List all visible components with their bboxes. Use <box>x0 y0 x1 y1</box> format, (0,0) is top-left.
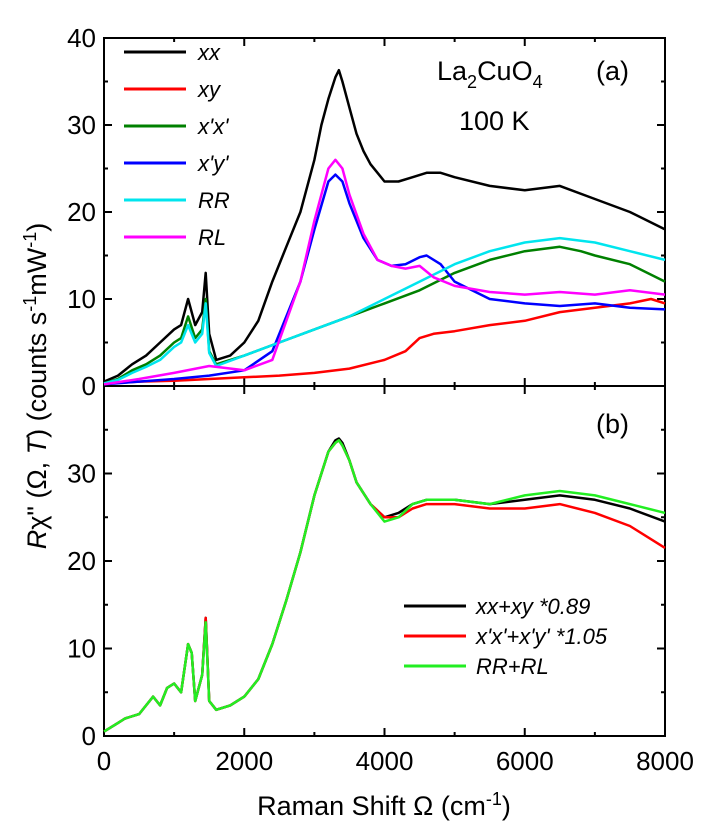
legend-label: x'x'+x'y' *1.05 <box>475 624 608 649</box>
legend-label: x'x' <box>197 114 229 139</box>
panel-a-frame <box>103 37 666 387</box>
legend-label: RR <box>198 188 230 213</box>
series-line-rr-rl <box>103 439 666 733</box>
legend-label: x'y' <box>197 151 229 176</box>
panel-a-label: (a) <box>596 56 629 86</box>
x-tick-label: 6000 <box>496 746 554 776</box>
x-tick-label: 2000 <box>215 746 273 776</box>
x-tick-label: 4000 <box>356 746 414 776</box>
y-tick-label: 40 <box>67 23 96 53</box>
series-line-xx-xy-0-89 <box>103 437 666 733</box>
compound-annotation: La2CuO4 <box>437 56 543 92</box>
series-line-xy <box>103 297 666 385</box>
y-tick-label: 20 <box>67 546 96 576</box>
y-tick-label: 0 <box>82 721 96 751</box>
panel-b-label: (b) <box>596 409 629 439</box>
y-tick-label: 10 <box>67 284 96 314</box>
y-tick-label: 0 <box>82 371 96 401</box>
series-line-rr <box>103 236 666 385</box>
series-line-x-y- <box>103 173 666 386</box>
y-axis-label: Rχ" (Ω, T) (counts s-1mW-1) <box>20 223 52 550</box>
legend-label: xx <box>197 40 221 65</box>
temperature-annotation: 100 K <box>459 106 530 136</box>
series-line-xx <box>103 68 666 383</box>
y-tick-label: 30 <box>67 459 96 489</box>
legend-b: xx+xy *0.89 x'x'+x'y' *1.05 RR+RL <box>404 594 608 679</box>
legend-a: xx xy x'x' x'y' RR RL <box>124 40 230 250</box>
x-tick-label: 8000 <box>636 746 694 776</box>
legend-label: RL <box>198 225 226 250</box>
legend-label: RR+RL <box>476 654 549 679</box>
series-line-x-x- <box>103 245 666 385</box>
panel-b-frame <box>103 385 666 737</box>
y-tick-label: 20 <box>67 197 96 227</box>
y-tick-label: 10 <box>67 634 96 664</box>
series-line-rl <box>103 158 666 386</box>
series-line-x-x-x-y-1-05 <box>103 439 666 733</box>
x-axis-label: Raman Shift Ω (cm-1) <box>257 789 511 821</box>
x-tick-label: 0 <box>97 746 111 776</box>
y-tick-label: 30 <box>67 110 96 140</box>
legend-label: xx+xy *0.89 <box>475 594 590 619</box>
legend-label: xy <box>197 77 222 102</box>
